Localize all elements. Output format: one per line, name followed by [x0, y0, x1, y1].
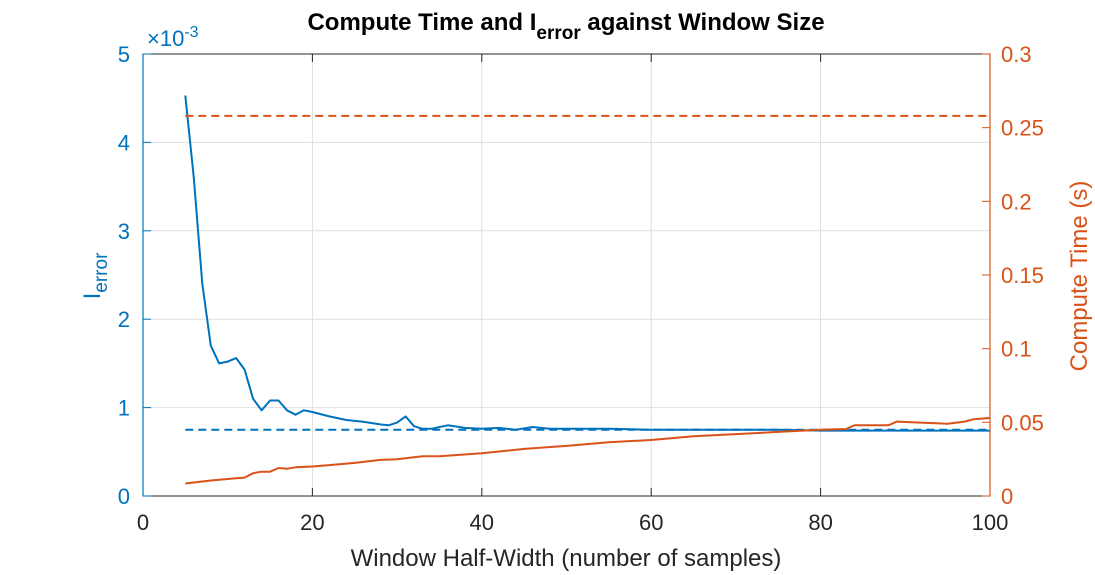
x-tick-label: 0	[137, 510, 149, 535]
y-right-tick-label: 0.25	[1001, 116, 1044, 141]
y-left-tick-label: 4	[118, 130, 130, 155]
grid	[143, 54, 990, 496]
y-left-label-main: I	[79, 293, 106, 300]
y-left-axis-label: Ierror	[79, 252, 112, 299]
x-tick-label: 40	[470, 510, 494, 535]
y-right-tick-label: 0.15	[1001, 263, 1044, 288]
compute-time-series-solid-line	[185, 416, 991, 485]
title-subscript: error	[536, 23, 581, 44]
y-left-tick-label: 1	[118, 396, 130, 421]
title-prefix: Compute Time and I	[307, 9, 536, 36]
title-suffix: against Window Size	[581, 9, 825, 36]
y-right-tick-label: 0.3	[1001, 42, 1032, 67]
x-tick-label: 80	[808, 510, 832, 535]
y-left-tick-label: 3	[118, 219, 130, 244]
x-tick-label: 20	[300, 510, 324, 535]
x-tick-label: 60	[639, 510, 663, 535]
y-right-tick-label: 0.2	[1001, 189, 1032, 214]
y-right-axis-label: Compute Time (s)	[1066, 181, 1093, 372]
y-right-tick-label: 0	[1001, 484, 1013, 509]
exponent-base: ×10	[147, 26, 184, 51]
x-axis-label: Window Half-Width (number of samples)	[351, 545, 782, 572]
x-tick-label: 100	[972, 510, 1009, 535]
series-group	[184, 95, 991, 485]
y-left-tick-label: 5	[118, 42, 130, 67]
plot-area	[143, 54, 990, 496]
y-left-exponent: ×10-3	[147, 24, 199, 51]
chart-title: Compute Time and Ierror against Window S…	[307, 9, 824, 44]
y-left-label-subscript: error	[91, 252, 112, 293]
y-left-tick-label: 2	[118, 307, 130, 332]
exponent-power: -3	[184, 24, 198, 41]
y-right-tick-label: 0.1	[1001, 337, 1032, 362]
y-left-tick-label: 0	[118, 484, 130, 509]
y-right-tick-label: 0.05	[1001, 410, 1044, 435]
